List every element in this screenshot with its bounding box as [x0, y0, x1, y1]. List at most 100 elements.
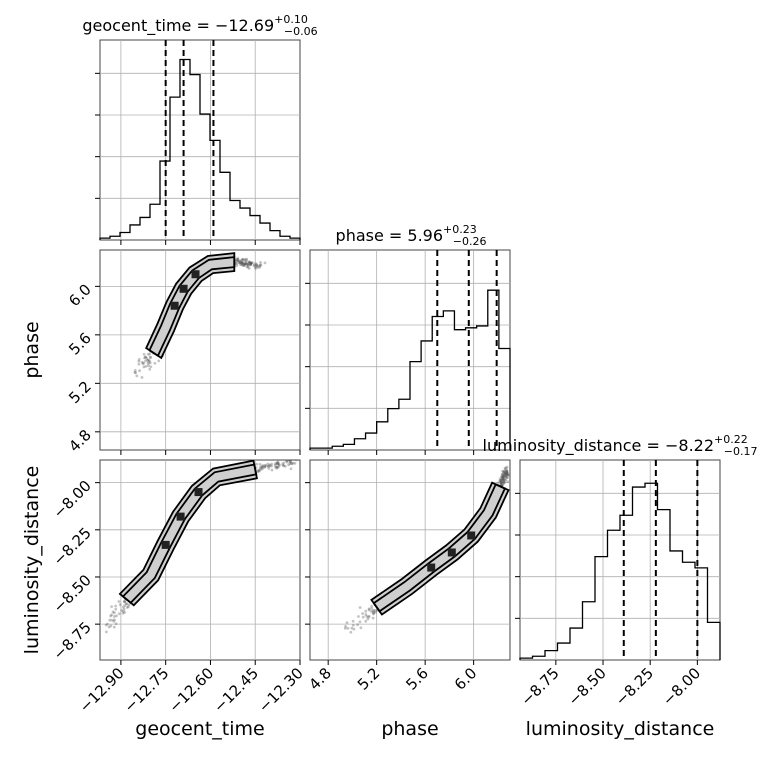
sample-point: [502, 470, 505, 474]
sample-point: [125, 602, 129, 606]
sample-point: [289, 460, 293, 462]
sample-point: [107, 625, 111, 629]
sample-point: [285, 460, 288, 463]
xtick-label: 4.8: [305, 664, 335, 694]
sample-point: [374, 610, 377, 614]
sample-point: [115, 614, 118, 618]
sample-point: [358, 620, 362, 624]
sample-point: [503, 478, 507, 482]
sample-point: [505, 470, 509, 474]
sample-point: [123, 604, 127, 607]
sample-point: [114, 604, 118, 608]
sample-point: [144, 355, 147, 359]
sample-point: [505, 465, 509, 469]
sample-point: [147, 360, 151, 364]
sample-point: [282, 461, 286, 465]
sample-point: [258, 263, 262, 267]
sample-point: [239, 259, 243, 263]
xlabel-geocent-time: geocent_time: [135, 718, 264, 740]
sample-point: [288, 460, 292, 464]
sample-point: [249, 262, 253, 266]
sample-point: [247, 260, 251, 264]
xtick-label: −8.50: [565, 664, 610, 709]
sample-point: [504, 466, 508, 470]
sample-point: [282, 464, 286, 468]
sample-point: [270, 464, 273, 468]
contour-outer: [118, 460, 258, 607]
sample-point: [138, 369, 141, 373]
sample-point: [255, 263, 259, 267]
sample-point: [370, 607, 374, 610]
ytick-label: 4.8: [65, 426, 95, 456]
sample-point: [270, 462, 274, 466]
sample-point: [246, 264, 250, 267]
sample-point: [248, 260, 252, 264]
ytick-label: −8.00: [50, 477, 95, 522]
sample-point: [501, 474, 505, 478]
sample-point: [133, 368, 137, 372]
ytick-label: −8.75: [50, 618, 95, 663]
density-cell: [176, 512, 185, 521]
sample-point: [287, 460, 291, 462]
sample-point: [277, 463, 281, 467]
sample-point: [504, 474, 508, 478]
ytick-label: 5.2: [65, 377, 95, 407]
sample-point: [500, 477, 504, 481]
sample-point: [276, 460, 280, 464]
sample-point: [343, 626, 347, 630]
sample-point: [356, 623, 359, 627]
sample-point: [259, 261, 262, 264]
sample-point: [144, 359, 147, 363]
sample-point: [289, 467, 293, 471]
title-phase: phase = 5.96+0.23 −0.26: [336, 223, 487, 248]
sample-point: [110, 605, 114, 609]
sample-point: [502, 475, 506, 479]
sample-point: [503, 472, 507, 476]
sample-point: [505, 472, 509, 476]
sample-point: [260, 467, 264, 471]
sample-point: [253, 263, 256, 267]
sample-point: [503, 466, 507, 470]
sample-point: [501, 475, 505, 479]
sample-point: [274, 465, 278, 469]
sample-point: [505, 469, 509, 473]
sample-point: [260, 465, 264, 469]
sample-point: [149, 365, 153, 369]
sample-point: [261, 466, 265, 470]
sample-point: [371, 616, 375, 620]
sample-point: [135, 374, 139, 378]
sample-point: [502, 480, 506, 484]
sample-point: [266, 465, 270, 468]
sample-point: [249, 261, 252, 265]
sample-point: [504, 470, 508, 474]
sample-point: [238, 259, 242, 263]
ylabel-luminosity-distance: luminosity_distance: [21, 466, 43, 655]
sample-point: [267, 466, 271, 470]
sample-point: [247, 267, 251, 270]
sample-point: [254, 267, 258, 270]
sample-point: [283, 464, 287, 468]
sample-point: [364, 609, 368, 613]
sample-point: [503, 469, 506, 473]
sample-point: [117, 612, 121, 616]
sample-point: [281, 464, 285, 467]
sample-point: [500, 480, 504, 484]
sample-point: [240, 261, 244, 265]
sample-point: [241, 260, 244, 264]
sample-point: [502, 473, 505, 477]
sample-point: [112, 611, 116, 615]
sample-point: [241, 257, 245, 261]
sample-point: [144, 365, 148, 368]
sample-point: [149, 356, 153, 359]
sample-point: [506, 480, 510, 484]
sample-point: [505, 476, 508, 480]
sample-point: [111, 610, 115, 614]
sample-point: [256, 469, 260, 473]
panel-phase-vs-geocent-time: [99, 249, 301, 451]
panel-distance-vs-phase: [309, 459, 511, 661]
sample-point: [498, 479, 502, 483]
sample-point: [123, 599, 127, 603]
sample-point: [259, 467, 263, 470]
xtick-label: −12.60: [165, 664, 217, 716]
